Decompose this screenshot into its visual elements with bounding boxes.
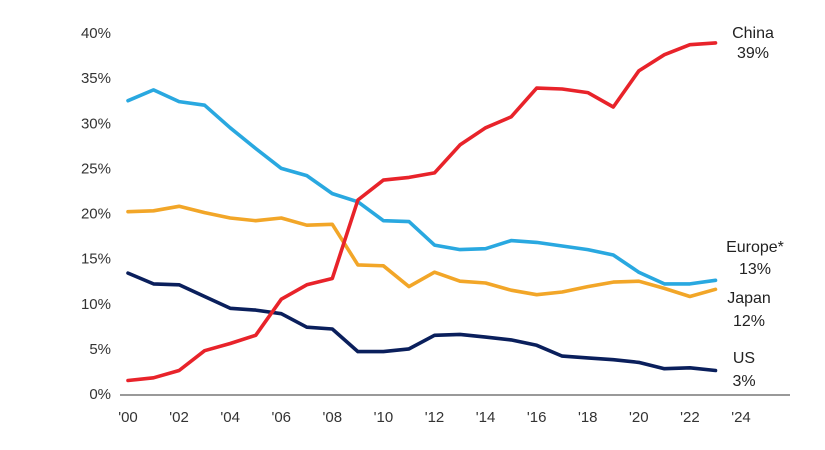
x-tick-label: '00	[118, 409, 138, 426]
series-value-label-europe: 13%	[739, 261, 771, 278]
x-tick-label: '22	[680, 409, 700, 426]
y-tick-label: 5%	[89, 341, 111, 358]
y-tick-label: 25%	[81, 160, 111, 177]
x-tick-label: '04	[220, 409, 240, 426]
x-tick-label: '06	[271, 409, 291, 426]
x-tick-label: '18	[578, 409, 598, 426]
series-line-japan	[126, 204, 718, 299]
y-tick-label: 0%	[89, 386, 111, 403]
x-tick-label: '14	[476, 409, 496, 426]
series-name-label-europe: Europe*	[726, 239, 784, 256]
series-line-china	[126, 41, 718, 383]
y-tick-label: 35%	[81, 70, 111, 87]
series-line-us	[126, 271, 718, 373]
series-name-label-us: US	[733, 350, 755, 367]
y-axis: 0% 5% 10% 15% 20% 25% 30% 35% 40%	[81, 25, 111, 403]
x-tick-label: '02	[169, 409, 189, 426]
x-axis: '00 '02 '04 '06 '08 '10 '12 '14 '16 '18 '20 '22 '24	[118, 394, 790, 426]
y-tick-label: 10%	[81, 296, 111, 313]
series-name-label-china: China	[732, 25, 774, 42]
x-tick-label: '12	[425, 409, 445, 426]
series-line-europe	[126, 88, 718, 286]
series-value-label-china: 39%	[737, 45, 769, 62]
y-tick-label: 20%	[81, 206, 111, 223]
series-end-labels: Europe* 13% Japan 12% US 3% China 39%	[726, 25, 784, 390]
x-tick-label: '24	[731, 409, 751, 426]
x-tick-label: '16	[527, 409, 547, 426]
series-name-label-japan: Japan	[727, 290, 771, 307]
x-tick-label: '20	[629, 409, 649, 426]
y-tick-label: 30%	[81, 115, 111, 132]
x-tick-label: '08	[323, 409, 343, 426]
y-tick-label: 15%	[81, 251, 111, 268]
series-lines	[126, 41, 718, 383]
series-value-label-japan: 12%	[733, 313, 765, 330]
series-value-label-us: 3%	[732, 373, 755, 390]
y-tick-label: 40%	[81, 25, 111, 42]
x-tick-label: '10	[374, 409, 394, 426]
